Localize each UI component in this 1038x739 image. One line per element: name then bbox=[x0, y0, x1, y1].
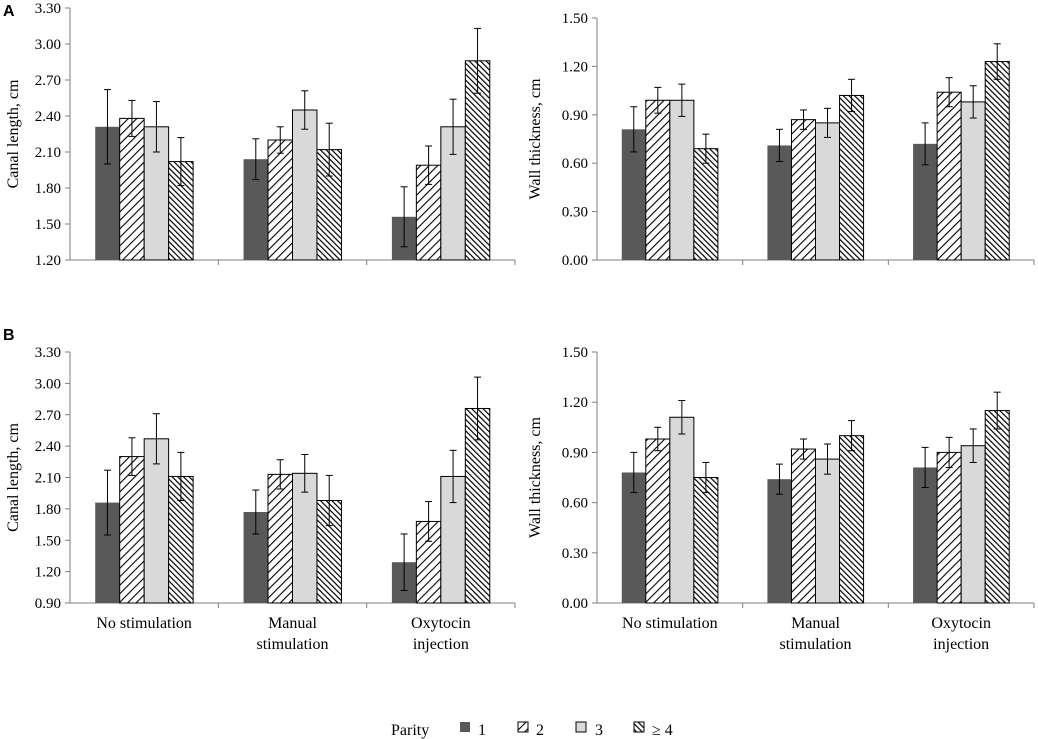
bar-parity-3-2 bbox=[815, 458, 841, 604]
y-tick-label: 2.70 bbox=[35, 73, 61, 89]
bar-parity-4-3 bbox=[984, 410, 1010, 604]
bar-parity-2-1 bbox=[119, 456, 145, 604]
y-tick-label: 3.30 bbox=[35, 1, 61, 17]
y-tick-label: 2.40 bbox=[35, 439, 61, 455]
legend-label-parity-4: ≥ 4 bbox=[652, 722, 673, 739]
bar-parity-2-1 bbox=[645, 99, 671, 261]
bar-parity-3-2 bbox=[292, 472, 318, 604]
y-tick-label: 0.60 bbox=[562, 496, 588, 512]
y-tick-label: 0.90 bbox=[562, 108, 588, 124]
bar-parity-3-3 bbox=[960, 101, 986, 261]
y-tick-label: 1.20 bbox=[562, 59, 588, 75]
chart-a-wall-thickness: 0.00 0.30 0.60 0.90 1.20 1.50 Wall thickness, … bbox=[527, 11, 1035, 269]
bar-parity-3-3 bbox=[960, 445, 986, 604]
bar-parity-2-2 bbox=[267, 139, 293, 261]
legend-label-parity-2: 2 bbox=[536, 722, 544, 739]
bar-parity-2-3 bbox=[936, 451, 962, 604]
x-category-label: stimulation bbox=[257, 636, 329, 653]
bar-parity-3-2 bbox=[292, 109, 318, 261]
y-tick-label: 2.40 bbox=[35, 109, 61, 125]
y-tick-label: 1.80 bbox=[35, 181, 61, 197]
bar-parity-3-1 bbox=[143, 438, 170, 604]
legend-title: Parity bbox=[391, 722, 429, 739]
bar-parity-4-3 bbox=[464, 60, 491, 261]
panel-label-a: A bbox=[3, 3, 15, 20]
bar-parity-2-2 bbox=[267, 473, 293, 604]
chart-b-canal-length: 0.90 1.20 1.50 1.80 2.10 2.40 2.70 3.00 3.30 Cana… bbox=[5, 345, 516, 653]
bar-parity-2-1 bbox=[119, 117, 145, 261]
chart-b-wall-thickness: 0.00 0.30 0.60 0.90 1.20 1.50 Wall thickness, … bbox=[527, 345, 1035, 653]
y-tick-label: 1.50 bbox=[35, 217, 61, 233]
y-tick-label: 3.30 bbox=[35, 345, 61, 361]
y-tick-label: 1.50 bbox=[562, 11, 588, 27]
bar-parity-4-3 bbox=[984, 61, 1010, 261]
x-category-label: stimulation bbox=[780, 636, 852, 653]
y-tick-label: 1.50 bbox=[35, 533, 61, 549]
bar-parity-1-3 bbox=[913, 467, 938, 603]
y-axis-label: Wall thickness, cm bbox=[527, 78, 544, 199]
x-category-label: injection bbox=[933, 636, 989, 653]
y-axis-label: Canal length, cm bbox=[5, 79, 22, 188]
bar-parity-4-3 bbox=[464, 407, 491, 604]
y-tick-label: 0.00 bbox=[562, 253, 588, 269]
y-tick-label: 3.00 bbox=[35, 37, 61, 53]
y-axis-label: Canal length, cm bbox=[5, 423, 22, 532]
bar-parity-1-2 bbox=[767, 479, 792, 603]
y-tick-label: 3.00 bbox=[35, 376, 61, 392]
bar-parity-4-1 bbox=[693, 148, 719, 261]
x-category-label: Oxytocin bbox=[411, 615, 471, 632]
x-category-label: Manual bbox=[791, 615, 840, 632]
x-category-label: No stimulation bbox=[622, 615, 718, 632]
y-axis-label: Wall thickness, cm bbox=[527, 416, 544, 537]
y-tick-label: 1.80 bbox=[35, 502, 61, 518]
y-tick-label: 0.00 bbox=[562, 596, 588, 612]
legend-swatch-parity-3 bbox=[575, 721, 587, 733]
bar-parity-2-3 bbox=[936, 91, 962, 261]
x-category-label: Manual bbox=[268, 615, 317, 632]
bar-parity-3-2 bbox=[815, 122, 841, 261]
y-tick-label: 1.20 bbox=[35, 253, 61, 269]
bar-parity-1-1 bbox=[621, 472, 646, 603]
x-category-label: Oxytocin bbox=[931, 615, 991, 632]
y-tick-label: 0.90 bbox=[35, 596, 61, 612]
legend-label-parity-1: 1 bbox=[478, 722, 486, 739]
chart-a-canal-length: 1.20 1.50 1.80 2.10 2.40 2.70 3.00 3.30 Canal le… bbox=[5, 1, 516, 269]
legend-swatch-parity-1 bbox=[460, 722, 470, 732]
y-tick-label: 2.10 bbox=[35, 145, 61, 161]
panel-label-b: B bbox=[3, 327, 15, 344]
legend: Parity 1 2 3 ≥ 4 bbox=[391, 721, 673, 739]
y-tick-label: 0.90 bbox=[562, 445, 588, 461]
y-tick-label: 1.20 bbox=[562, 395, 588, 411]
x-category-label: No stimulation bbox=[96, 615, 192, 632]
y-tick-label: 0.30 bbox=[562, 546, 588, 562]
y-tick-label: 1.50 bbox=[562, 345, 588, 361]
bar-parity-3-1 bbox=[669, 99, 695, 261]
y-tick-label: 2.70 bbox=[35, 408, 61, 424]
y-tick-label: 0.60 bbox=[562, 156, 588, 172]
legend-swatch-parity-4 bbox=[633, 721, 645, 733]
bar-parity-2-1 bbox=[645, 438, 671, 604]
bar-parity-3-1 bbox=[669, 416, 695, 604]
legend-swatch-parity-2 bbox=[517, 721, 529, 733]
x-category-label: injection bbox=[413, 636, 469, 653]
bar-parity-2-2 bbox=[790, 448, 817, 604]
y-tick-label: 0.30 bbox=[562, 205, 588, 221]
legend-label-parity-3: 3 bbox=[595, 722, 603, 739]
y-tick-label: 1.20 bbox=[35, 565, 61, 581]
bar-parity-4-1 bbox=[693, 477, 719, 604]
y-tick-label: 2.10 bbox=[35, 471, 61, 487]
bar-parity-3-3 bbox=[440, 126, 466, 261]
bar-parity-4-2 bbox=[839, 94, 865, 261]
bar-parity-2-2 bbox=[790, 119, 817, 261]
bar-parity-4-2 bbox=[839, 435, 865, 604]
bar-parity-1-2 bbox=[767, 145, 792, 260]
